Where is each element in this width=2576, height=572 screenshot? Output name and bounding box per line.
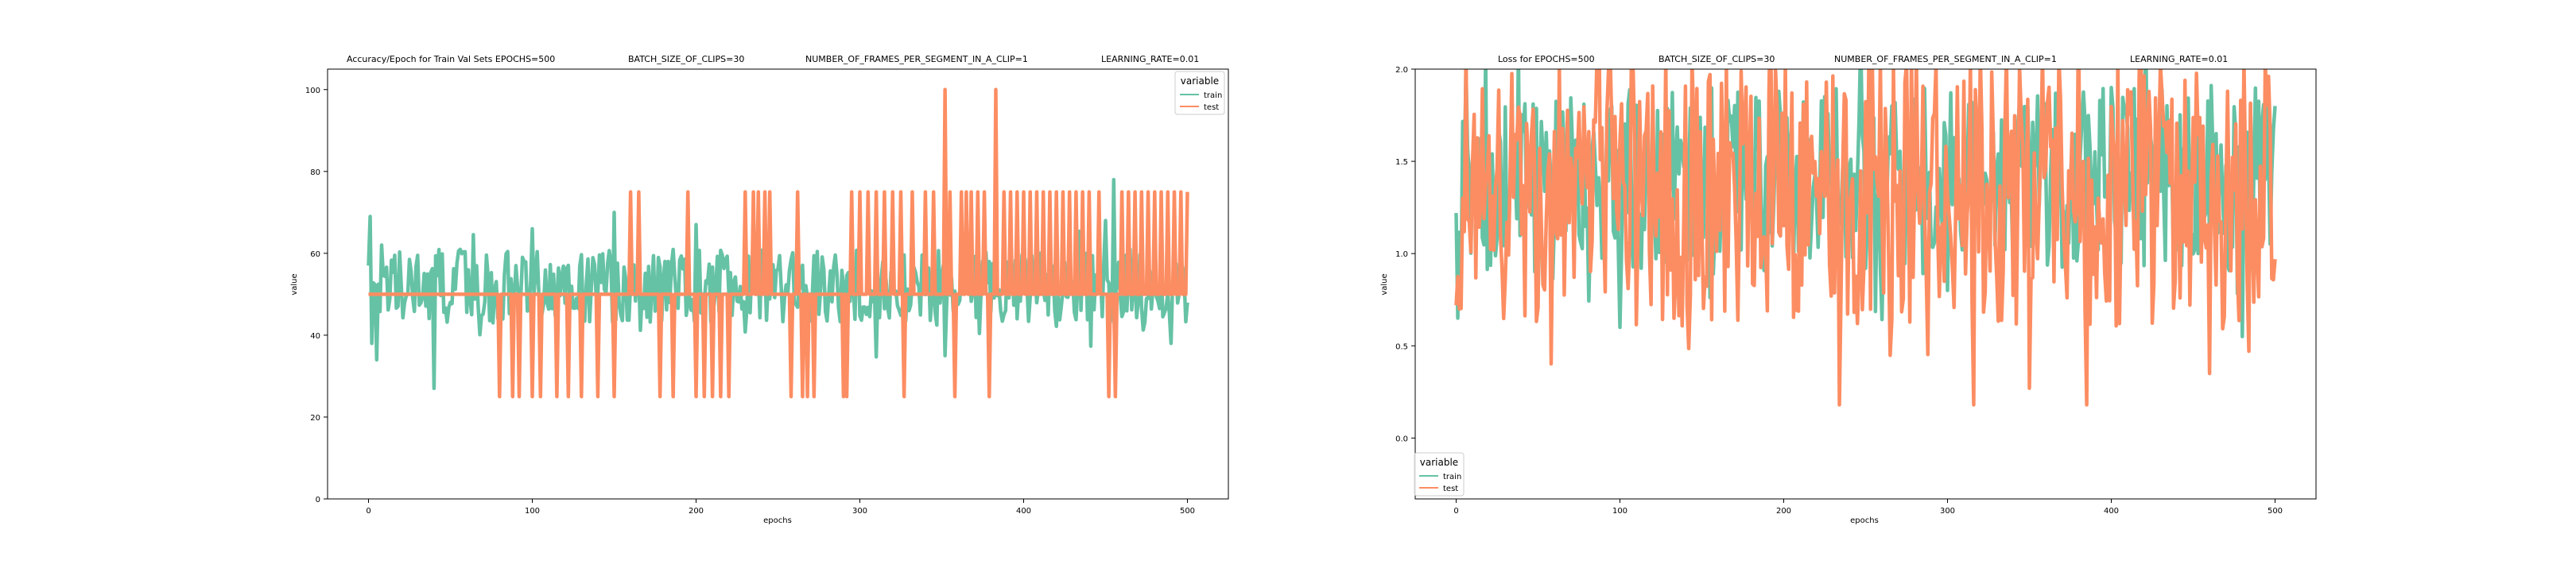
legend-title: variable [1181, 75, 1219, 87]
legend-label-train: train [1443, 473, 1461, 481]
plot-frame [1414, 68, 2317, 500]
x-tick-label: 300 [852, 507, 867, 516]
y-tick-label: 20 [310, 414, 320, 423]
series-lines [1454, 69, 2277, 407]
y-axis-label: value [290, 273, 299, 295]
chart-title-part-4: LEARNING_RATE=0.01 [1101, 54, 1199, 64]
legend-label-test: test [1443, 485, 1458, 493]
chart-title-part-3: NUMBER_OF_FRAMES_PER_SEGMENT_IN_A_CLIP=1 [805, 54, 1028, 64]
series-line-test [368, 87, 1189, 399]
plot-frame [327, 68, 1229, 500]
y-tick-label: 80 [310, 168, 320, 177]
x-tick-label: 500 [1180, 507, 1195, 516]
x-tick-label: 400 [2104, 507, 2119, 516]
chart-title-part-1: Accuracy/Epoch for Train Val Sets EPOCHS… [347, 54, 555, 64]
accuracy-legend: variable train test [1174, 71, 1225, 115]
legend-box [1174, 71, 1225, 115]
y-axis-label: value [1380, 273, 1389, 295]
legend-label-test: test [1204, 103, 1219, 112]
y-tick-label: 0.5 [1395, 342, 1408, 351]
series-line-test [1454, 69, 2277, 407]
loss-plot-area: 0 100 200 300 400 500 0.0 0.5 1.0 1.5 2.0 [1395, 66, 2317, 516]
loss-legend: variable train test [1414, 452, 1465, 497]
y-tick-label: 40 [310, 332, 320, 341]
y-tick-label: 1.5 [1395, 158, 1408, 167]
x-tick-label: 200 [689, 507, 704, 516]
x-tick-label: 200 [1776, 507, 1791, 516]
accuracy-chart: Accuracy/Epoch for Train Val Sets EPOCHS… [290, 54, 1229, 525]
legend-label-train: train [1204, 91, 1222, 100]
x-tick-label: 100 [1612, 507, 1627, 516]
x-axis-label: epochs [1850, 516, 1879, 525]
x-tick-label: 0 [366, 507, 370, 516]
y-tick-label: 0 [316, 496, 320, 504]
x-tick-label: 400 [1016, 507, 1031, 516]
chart-title-part-3: NUMBER_OF_FRAMES_PER_SEGMENT_IN_A_CLIP=1 [1834, 54, 2057, 64]
x-tick-label: 500 [2268, 507, 2283, 516]
accuracy-plot-area: 0 100 200 300 400 500 0 20 40 60 80 100 [305, 68, 1229, 516]
x-axis-label: epochs [763, 516, 792, 525]
series-lines [367, 87, 1189, 399]
chart-title-part-4: LEARNING_RATE=0.01 [2130, 54, 2228, 64]
x-tick-label: 0 [1453, 507, 1458, 516]
chart-title-part-2: BATCH_SIZE_OF_CLIPS=30 [628, 54, 744, 64]
loss-chart: Loss for EPOCHS=500 BATCH_SIZE_OF_CLIPS=… [1380, 54, 2317, 525]
legend-title: variable [1420, 457, 1458, 468]
x-tick-label: 300 [1940, 507, 1955, 516]
y-tick-label: 100 [305, 87, 320, 95]
chart-title-part-2: BATCH_SIZE_OF_CLIPS=30 [1658, 54, 1775, 64]
chart-title-part-1: Loss for EPOCHS=500 [1498, 54, 1595, 64]
legend-box [1414, 452, 1465, 497]
y-tick-label: 2.0 [1395, 66, 1408, 75]
y-tick-label: 0.0 [1395, 435, 1408, 443]
y-tick-label: 1.0 [1395, 250, 1408, 259]
x-tick-label: 100 [525, 507, 540, 516]
y-tick-label: 60 [310, 250, 320, 259]
